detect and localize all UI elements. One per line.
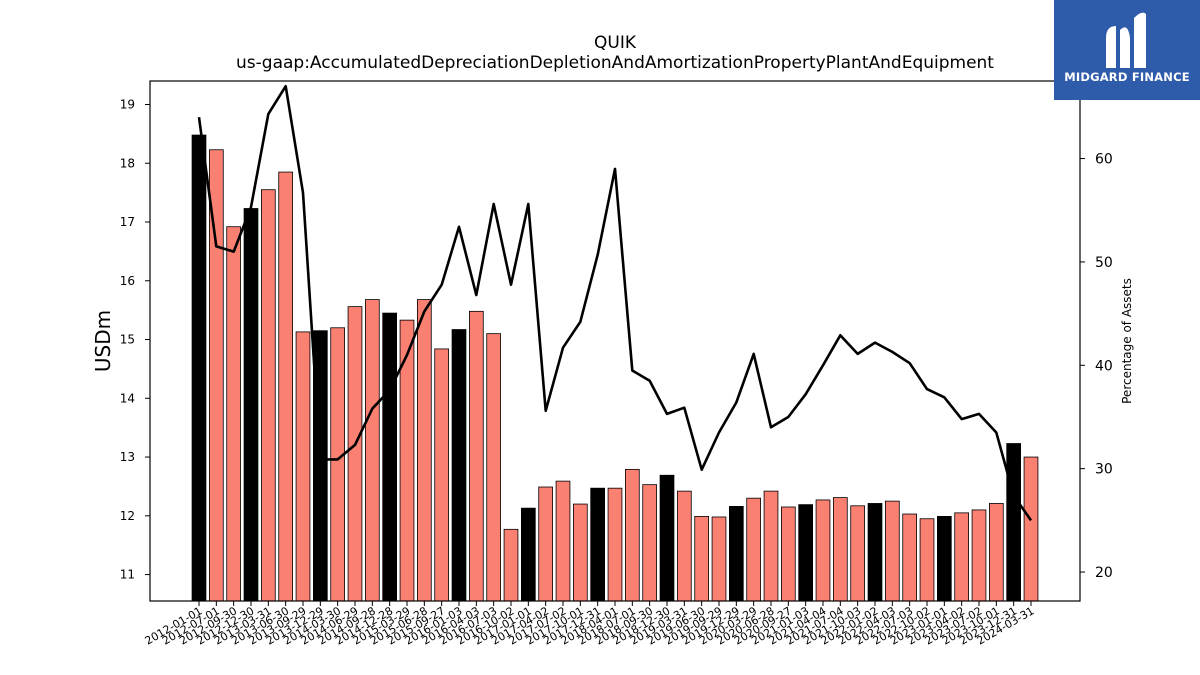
y-tick-label: 17 (120, 215, 135, 229)
bar-2022-10-02 (919, 518, 935, 602)
y-tick-label: 15 (120, 333, 135, 347)
bar-2016-10-02 (503, 528, 519, 602)
y2-axis-label: Percentage of Assets (1120, 278, 1134, 404)
right-axis: 20 30 40 50 60 (1080, 152, 1113, 581)
chart-subtitle: us-gaap:AccumulatedDepreciationDepletion… (236, 53, 994, 73)
bar-2016-01-03 (451, 329, 467, 602)
bar-2017-07-02 (555, 480, 571, 602)
bar-2021-01-03 (798, 504, 814, 602)
bar-2024-03-31 (1023, 456, 1039, 602)
bar-2017-04-02 (538, 486, 554, 602)
bar-2020-06-28 (763, 490, 779, 602)
bar-2020-03-29 (746, 497, 762, 602)
bar-2021-04-04 (815, 499, 831, 602)
bar-2016-04-03 (468, 310, 484, 602)
bar-2019-06-30 (694, 515, 710, 602)
brand-name: MIDGARD FINANCE (1064, 70, 1190, 84)
y-axis-label: USDm (91, 310, 115, 372)
bar-2019-12-29 (729, 506, 744, 602)
bar-2012-01-01 (191, 134, 207, 602)
bar-2014-03-30 (330, 327, 346, 602)
bar-2017-10-01 (573, 503, 588, 602)
y2-tick-label: 50 (1095, 255, 1113, 271)
bar-2023-01-01 (937, 515, 952, 602)
bar-2021-10-03 (850, 505, 866, 602)
y-tick-label: 14 (120, 391, 135, 405)
x-axis: 2012-01-012012-07-012012-09-302012-12-30… (143, 601, 1037, 648)
bar-2018-09-30 (642, 484, 658, 602)
y-tick-label: 19 (120, 98, 135, 112)
bar-2013-06-30 (278, 171, 294, 602)
bar-2023-07-02 (971, 509, 987, 602)
midgard-logo-icon (1106, 12, 1146, 69)
y-tick-label: 16 (120, 274, 135, 288)
bar-2013-03-31 (260, 189, 276, 602)
bar-2012-12-30 (243, 208, 259, 602)
bar-2018-12-30 (659, 474, 675, 602)
bar-2019-09-29 (711, 516, 727, 602)
y-tick-label: 18 (120, 156, 135, 170)
bars-layer (191, 134, 1039, 602)
line-layer (197, 84, 1033, 522)
y-tick-label: 12 (120, 509, 135, 523)
y-tick-label: 11 (120, 568, 135, 582)
bar-2023-10-01 (989, 503, 1004, 602)
bar-2020-09-27 (781, 506, 796, 602)
bar-2023-04-02 (954, 512, 970, 602)
bar-2021-07-04 (833, 497, 848, 602)
bar-2017-01-01 (521, 507, 536, 602)
bar-2013-09-29 (295, 331, 311, 602)
y2-tick-label: 20 (1095, 565, 1113, 581)
bar-2014-06-29 (347, 306, 363, 602)
percentage-line (197, 84, 1033, 522)
bar-2015-06-28 (416, 299, 432, 602)
bar-2018-04-01 (607, 487, 623, 602)
bar-2023-12-31 (1006, 443, 1022, 602)
bar-2014-09-28 (364, 299, 380, 602)
chart-title: QUIK (594, 33, 637, 53)
y2-tick-label: 60 (1095, 152, 1113, 168)
bar-2012-09-30 (226, 226, 242, 602)
bar-2022-07-03 (902, 513, 918, 602)
bar-2017-12-31 (590, 487, 606, 602)
bar-2015-09-27 (434, 348, 450, 602)
bar-2014-12-28 (382, 312, 398, 602)
bar-2022-04-03 (885, 500, 900, 602)
bar-2022-01-02 (867, 503, 883, 602)
y2-tick-label: 40 (1095, 358, 1113, 374)
bar-2019-03-31 (677, 490, 692, 602)
bar-2016-07-03 (486, 333, 502, 602)
bar-2018-07-01 (625, 468, 640, 602)
brand-logo: MIDGARD FINANCE (1054, 0, 1200, 100)
y-tick-label: 13 (120, 450, 135, 464)
y2-tick-label: 30 (1095, 462, 1113, 478)
left-axis: 11 12 13 14 15 16 17 18 19 (120, 98, 150, 582)
